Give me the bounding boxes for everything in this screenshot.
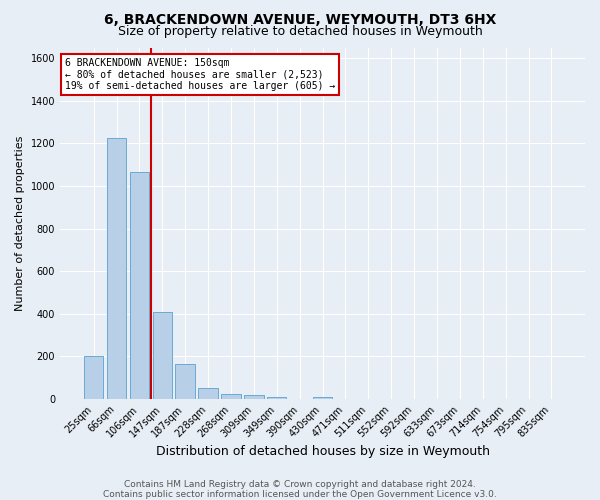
Bar [244, 395, 263, 399]
Bar [267, 396, 286, 399]
Bar [107, 138, 126, 399]
Bar [84, 356, 103, 399]
Bar [130, 172, 149, 399]
Text: Contains HM Land Registry data © Crown copyright and database right 2024.: Contains HM Land Registry data © Crown c… [124, 480, 476, 489]
Bar [313, 396, 332, 399]
Text: 6 BRACKENDOWN AVENUE: 150sqm
← 80% of detached houses are smaller (2,523)
19% of: 6 BRACKENDOWN AVENUE: 150sqm ← 80% of de… [65, 58, 335, 91]
Text: Contains public sector information licensed under the Open Government Licence v3: Contains public sector information licen… [103, 490, 497, 499]
Bar [221, 394, 241, 399]
Text: Size of property relative to detached houses in Weymouth: Size of property relative to detached ho… [118, 25, 482, 38]
X-axis label: Distribution of detached houses by size in Weymouth: Distribution of detached houses by size … [155, 444, 490, 458]
Bar [199, 388, 218, 399]
Bar [175, 364, 195, 399]
Y-axis label: Number of detached properties: Number of detached properties [15, 136, 25, 311]
Bar [152, 312, 172, 399]
Text: 6, BRACKENDOWN AVENUE, WEYMOUTH, DT3 6HX: 6, BRACKENDOWN AVENUE, WEYMOUTH, DT3 6HX [104, 12, 496, 26]
